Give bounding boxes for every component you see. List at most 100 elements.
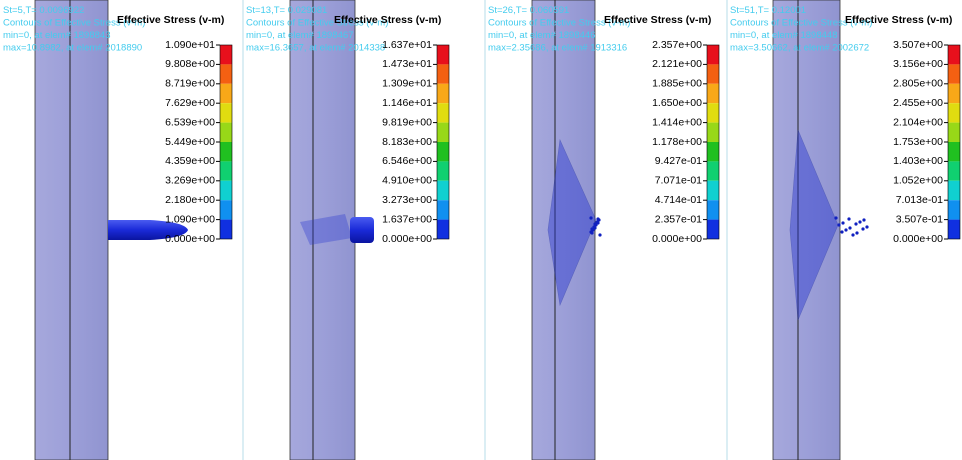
legend-label: 7.629e+00 — [165, 97, 215, 109]
colorbar-segment — [948, 122, 960, 142]
legend-label: 0.000e+00 — [652, 233, 702, 245]
debris — [865, 225, 869, 229]
colorbar-segment — [707, 122, 719, 142]
legend-title: Effective Stress (v-m) — [117, 14, 224, 26]
header-line: Contours of Effective Stress (v-m) — [246, 18, 388, 29]
header-line: min=0, at elem# 1898467 — [246, 30, 353, 41]
colorbar-segment — [437, 103, 449, 123]
legend-label: 4.714e-01 — [655, 194, 702, 206]
colorbar-segment — [948, 180, 960, 201]
colorbar-segment — [437, 64, 449, 84]
debris — [854, 222, 858, 226]
colorbar-segment — [707, 200, 719, 220]
colorbar-segment — [948, 45, 960, 65]
colorbar-segment — [437, 161, 449, 181]
colorbar-segment — [220, 103, 232, 123]
header-line: max=10.8982, at elem# 2018890 — [3, 43, 142, 54]
debris — [840, 230, 844, 234]
colorbar-segment — [437, 180, 449, 201]
legend-label: 9.808e+00 — [165, 58, 215, 70]
header-line: Contours of Effective Stress (v-m) — [488, 18, 630, 29]
debris — [834, 216, 838, 220]
damage — [300, 214, 352, 245]
damage — [547, 138, 597, 307]
plate — [772, 0, 841, 460]
debris — [841, 221, 845, 225]
legend-label: 5.449e+00 — [165, 136, 215, 148]
legend-label: 2.357e+00 — [652, 39, 702, 51]
debris — [848, 226, 852, 230]
colorbar-segment — [220, 219, 232, 239]
legend-label: 1.090e+00 — [165, 213, 215, 225]
debris — [858, 220, 862, 224]
colorbar-segment — [437, 83, 449, 104]
colorbar-segment — [707, 161, 719, 181]
colorbar-segment — [437, 122, 449, 142]
debris — [590, 227, 594, 231]
debris — [837, 223, 841, 227]
legend-label: 1.090e+01 — [165, 39, 215, 51]
legend-label: 1.414e+00 — [652, 116, 702, 128]
header-line: min=0, at elem# 1898448 — [730, 30, 837, 41]
debris — [595, 220, 599, 224]
colorbar-segment — [220, 161, 232, 181]
colorbar-segment — [220, 200, 232, 220]
projectile — [350, 217, 374, 243]
damage — [789, 129, 839, 321]
colorbar-segment — [220, 122, 232, 142]
legend-label: 1.309e+01 — [382, 78, 432, 90]
legend-label: 1.146e+01 — [382, 97, 432, 109]
legend-label: 9.427e-01 — [655, 155, 702, 167]
legend-label: 3.269e+00 — [165, 175, 215, 187]
header-line: max=3.50662, at elem# 2002672 — [730, 43, 869, 54]
legend-label: 1.885e+00 — [652, 78, 702, 90]
legend-label: 1.178e+00 — [652, 136, 702, 148]
legend-label: 2.180e+00 — [165, 194, 215, 206]
legend-label: 0.000e+00 — [382, 233, 432, 245]
plate — [289, 0, 356, 460]
legend-label: 2.104e+00 — [893, 116, 943, 128]
plate — [34, 0, 109, 460]
plate — [531, 0, 596, 460]
legend-label: 8.183e+00 — [382, 136, 432, 148]
debris — [851, 233, 855, 237]
colorbar-segment — [707, 64, 719, 84]
legend-label: 2.121e+00 — [652, 58, 702, 70]
header-line: max=2.35686, at elem# 1913316 — [488, 43, 627, 54]
legend-label: 1.473e+01 — [382, 58, 432, 70]
legend-label: 0.000e+00 — [893, 233, 943, 245]
colorbar-segment — [437, 142, 449, 162]
legend-label: 6.539e+00 — [165, 116, 215, 128]
colorbar-segment — [437, 45, 449, 65]
panel: St=13,T= 0.029081 Contours of Effective S… — [242, 0, 450, 460]
header-line: St=51,T= 0.12001 — [730, 5, 806, 16]
legend-label: 1.650e+00 — [652, 97, 702, 109]
legend-label: 1.403e+00 — [893, 155, 943, 167]
header-line: Contours of Effective Stress (v-m) — [730, 18, 872, 29]
colorbar-segment — [948, 219, 960, 239]
colorbar-segment — [220, 64, 232, 84]
colorbar-segment — [437, 219, 449, 239]
legend-label: 7.071e-01 — [655, 175, 702, 187]
legend-label: 3.273e+00 — [382, 194, 432, 206]
colorbar-segment — [437, 200, 449, 220]
legend-label: 1.637e+01 — [382, 39, 432, 51]
colorbar-segment — [948, 161, 960, 181]
legend-title: Effective Stress (v-m) — [334, 14, 441, 26]
colorbar-segment — [948, 200, 960, 220]
colorbar-segment — [707, 180, 719, 201]
header-line: min=0, at elem# 1898843 — [3, 30, 110, 41]
debris — [598, 233, 602, 237]
debris — [589, 230, 593, 234]
header-line: St=5,T= 0.0096922 — [3, 5, 84, 16]
colorbar-segment — [948, 142, 960, 162]
header-line: min=0, at elem# 1898446 — [488, 30, 595, 41]
header-line: max=16.3657, at elem# 2014338 — [246, 43, 385, 54]
debris — [844, 228, 848, 232]
legend-label: 2.357e-01 — [655, 213, 702, 225]
legend-label: 2.805e+00 — [893, 78, 943, 90]
legend-label: 0.000e+00 — [165, 233, 215, 245]
legend-label: 3.507e+00 — [893, 39, 943, 51]
panel: St=5,T= 0.0096922 Contours of Effective S… — [3, 0, 233, 460]
colorbar-segment — [948, 83, 960, 104]
